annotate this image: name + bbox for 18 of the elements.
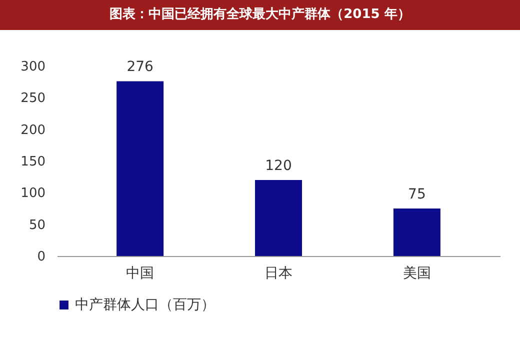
y-tick-label: 200 xyxy=(20,122,46,138)
data-label: 75 xyxy=(408,186,426,202)
y-tick-label: 300 xyxy=(20,60,46,74)
y-tick-label: 0 xyxy=(37,250,46,264)
legend-label: 中产群体人口（百万） xyxy=(75,297,215,313)
x-tick-label: 中国 xyxy=(126,266,154,282)
bar xyxy=(116,81,164,256)
y-tick-label: 150 xyxy=(20,154,46,170)
data-label: 276 xyxy=(126,59,154,76)
y-tick-label: 50 xyxy=(28,218,46,233)
y-tick-label: 100 xyxy=(20,186,46,202)
y-tick-label: 250 xyxy=(20,91,46,106)
data-label: 120 xyxy=(265,158,292,174)
x-tick-label: 美国 xyxy=(402,266,431,282)
bar xyxy=(393,208,440,256)
x-tick-label: 日本 xyxy=(264,266,292,282)
chart-title: 图表：中国已经拥有全球最大中产群体（2015 年） xyxy=(0,0,520,30)
bar xyxy=(255,180,302,256)
